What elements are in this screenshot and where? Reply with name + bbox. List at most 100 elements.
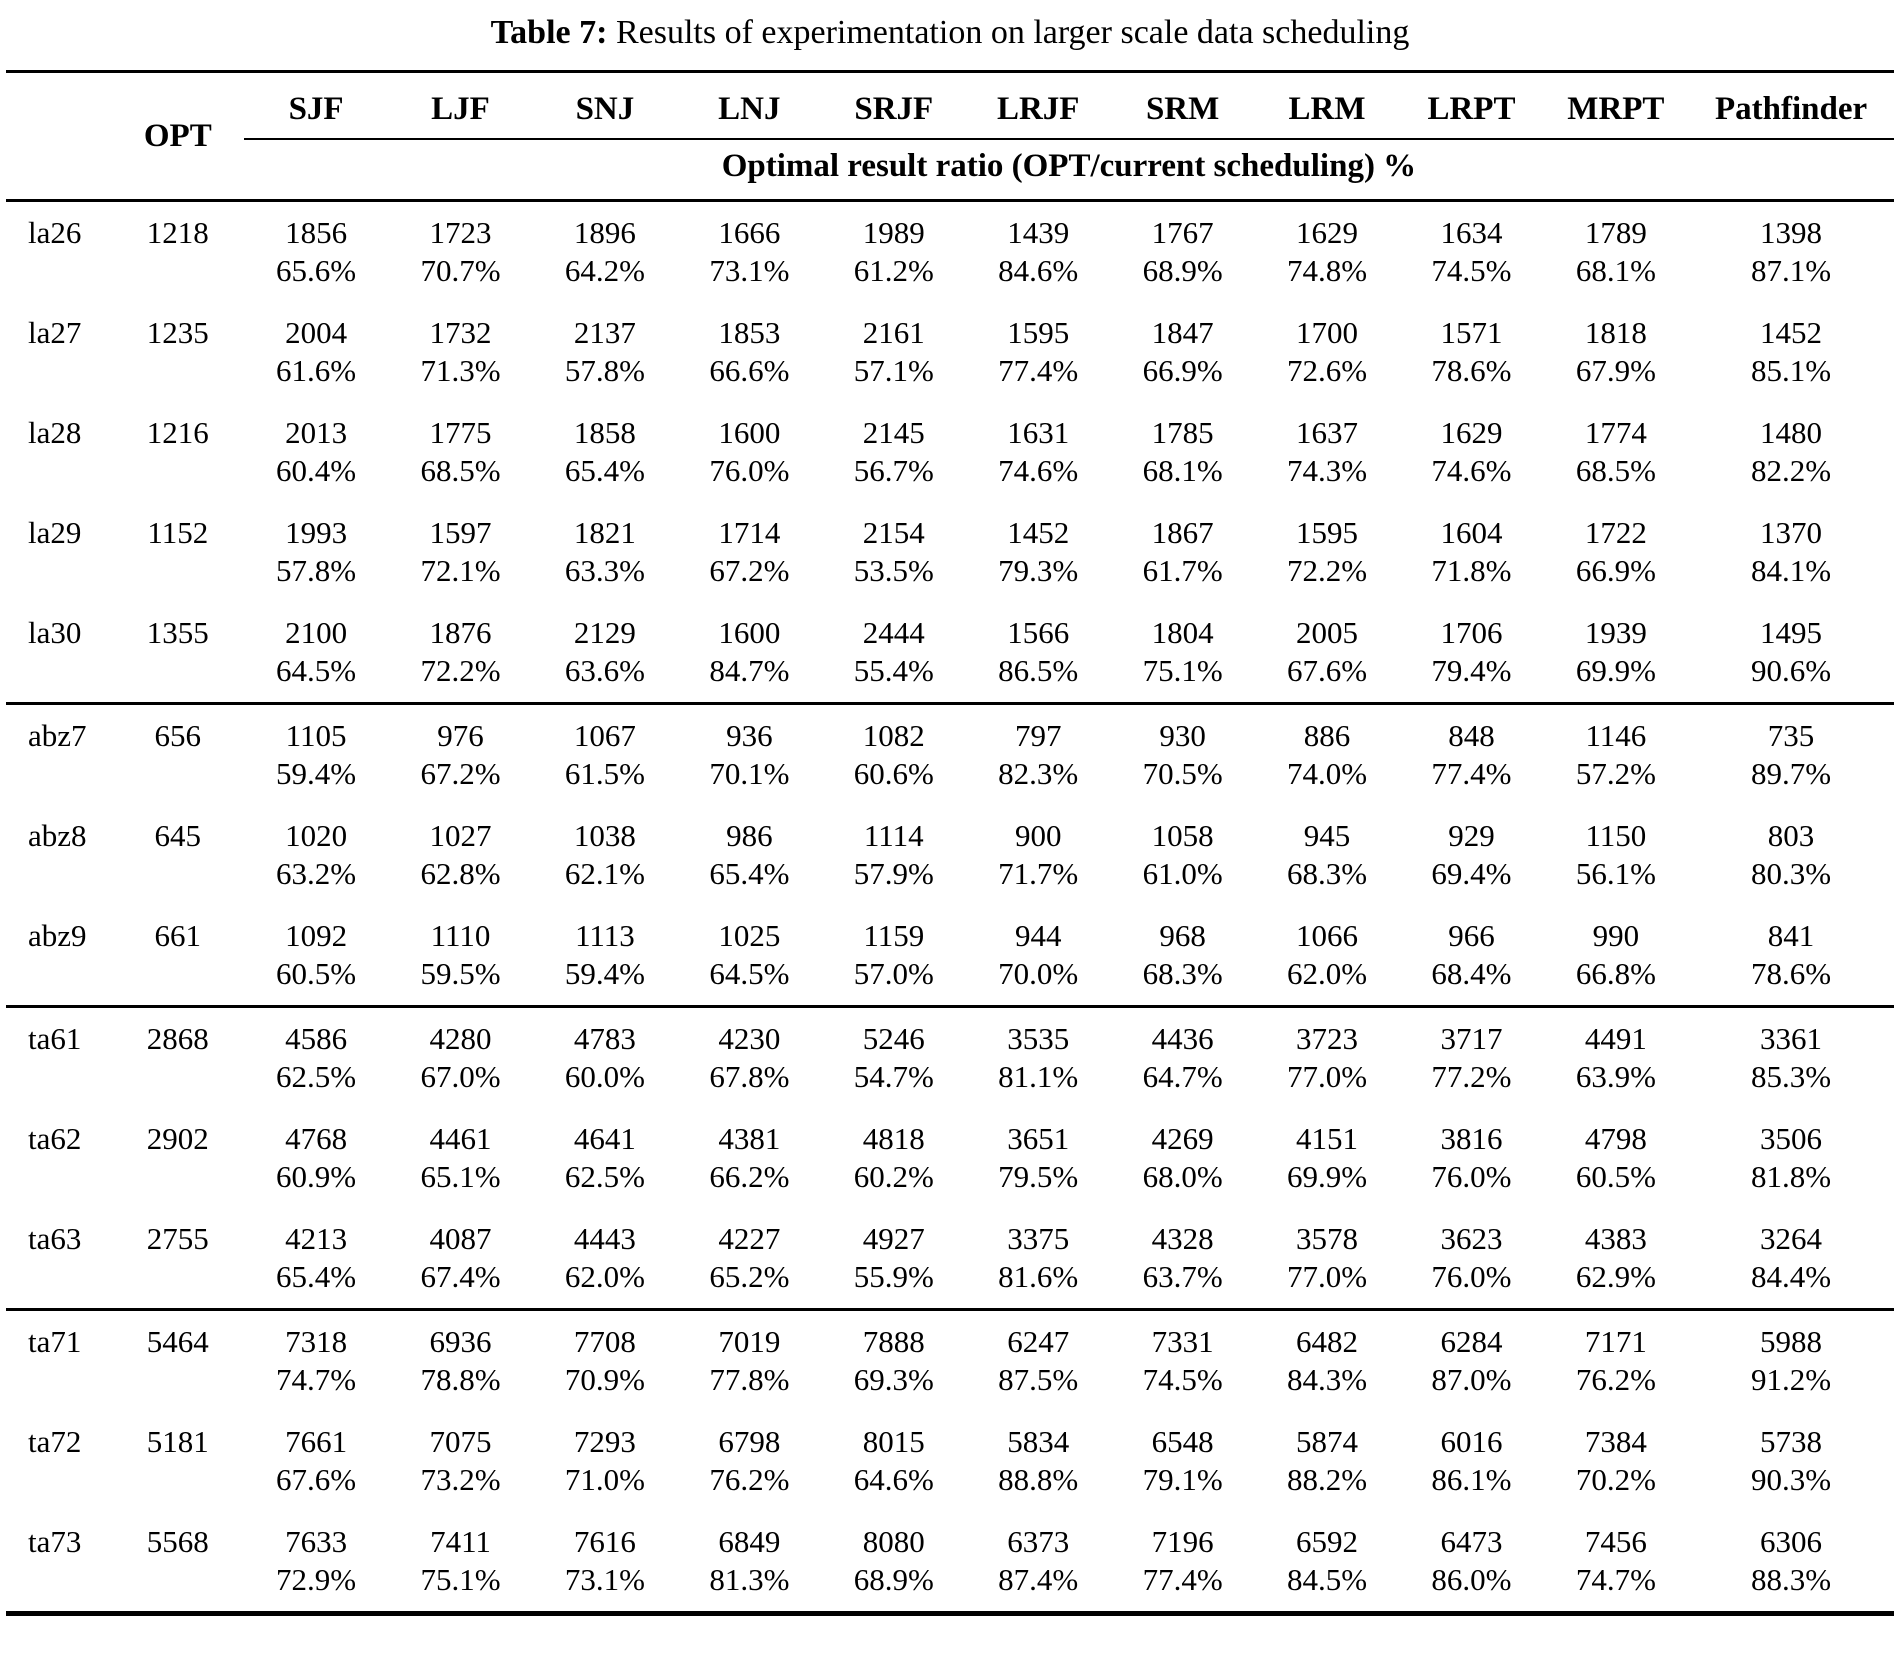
optimal-ratio-value: 86.1% xyxy=(1431,1462,1512,1497)
optimal-ratio-value: 65.6% xyxy=(276,253,357,288)
optimal-ratio-value: 76.2% xyxy=(1575,1362,1656,1397)
schedule-result-value: 1629 xyxy=(1296,215,1359,250)
optimal-ratio-value: 79.1% xyxy=(1142,1462,1223,1497)
empty-label-cell xyxy=(6,755,112,805)
opt-value: 1235 xyxy=(146,315,209,350)
optimal-ratio-value: 77.8% xyxy=(709,1362,790,1397)
optimal-ratio-value: 57.9% xyxy=(853,856,934,891)
schedule-result-value: 1637 xyxy=(1296,415,1359,450)
schedule-result-value: 1566 xyxy=(1007,615,1070,650)
schedule-result-value: 4798 xyxy=(1584,1121,1647,1156)
empty-label-cell xyxy=(6,1361,112,1411)
optimal-ratio-value: 62.0% xyxy=(564,1259,645,1294)
instance-value-row: ta72 5181 7661 7075 7293 6798 8015 5834 6548 5874… xyxy=(6,1411,1894,1461)
optimal-ratio-value: 66.9% xyxy=(1575,553,1656,588)
schedule-result-value: 1066 xyxy=(1296,918,1359,953)
optimal-ratio-value: 62.1% xyxy=(564,856,645,891)
schedule-result-value: 986 xyxy=(726,818,773,853)
optimal-ratio-value: 61.6% xyxy=(276,353,357,388)
optimal-ratio-value: 74.6% xyxy=(998,453,1079,488)
instance-label: la30 xyxy=(28,615,82,650)
opt-value: 1216 xyxy=(146,415,209,450)
schedule-result-value: 2013 xyxy=(285,415,348,450)
schedule-result-value: 966 xyxy=(1448,918,1495,953)
optimal-ratio-value: 78.8% xyxy=(420,1362,501,1397)
empty-label-cell xyxy=(6,552,112,602)
schedule-result-value: 1027 xyxy=(429,818,492,853)
schedule-result-value: 6798 xyxy=(718,1424,781,1459)
schedule-result-value: 1896 xyxy=(573,215,636,250)
schedule-result-value: 1092 xyxy=(285,918,348,953)
schedule-result-value: 976 xyxy=(388,702,533,755)
optimal-ratio-value: 74.0% xyxy=(1287,756,1368,791)
instance-value-row: la28 1216 2013 1775 1858 1600 2145 1631 1785 1637… xyxy=(6,402,1894,452)
optimal-ratio-value: 85.3% xyxy=(1751,1059,1832,1094)
optimal-ratio-value: 87.1% xyxy=(1751,253,1832,288)
instance-label: ta63 xyxy=(28,1221,82,1256)
schedule-result-value: 1629 xyxy=(1440,415,1503,450)
optimal-ratio-value: 62.5% xyxy=(276,1059,357,1094)
optimal-ratio-value: 57.8% xyxy=(564,353,645,388)
optimal-ratio-value: 56.7% xyxy=(853,453,934,488)
schedule-result-value: 6849 xyxy=(718,1524,781,1559)
optimal-ratio-value: 88.2% xyxy=(1287,1462,1368,1497)
opt-value: 1152 xyxy=(147,515,209,550)
schedule-result-value: 7075 xyxy=(429,1424,492,1459)
schedule-result-value: 6548 xyxy=(1151,1424,1214,1459)
schedule-result-value: 4586 xyxy=(243,1005,389,1058)
schedule-result-value: 4280 xyxy=(388,1005,533,1058)
optimal-ratio-value: 60.4% xyxy=(276,453,357,488)
optimal-ratio-value: 87.4% xyxy=(998,1562,1079,1597)
schedule-result-value: 1604 xyxy=(1440,515,1503,550)
opt-value: 5464 xyxy=(111,1308,244,1361)
schedule-result-value: 1150 xyxy=(1585,818,1647,853)
optimal-ratio-value: 72.6% xyxy=(1287,353,1368,388)
optimal-ratio-value: 69.9% xyxy=(1575,653,1656,688)
instance-ratio-row: 57.8% 72.1% 63.3% 67.2% 53.5% 79.3% 61.7% 72.2%… xyxy=(6,552,1894,602)
optimal-ratio-value: 72.9% xyxy=(276,1562,357,1597)
optimal-ratio-value: 76.0% xyxy=(1431,1259,1512,1294)
optimal-ratio-value: 79.5% xyxy=(998,1159,1079,1194)
schedule-result-value: 7456 xyxy=(1584,1524,1647,1559)
optimal-ratio-value: 60.0% xyxy=(564,1059,645,1094)
schedule-result-value: 735 xyxy=(1688,702,1894,755)
optimal-ratio-value: 70.0% xyxy=(998,956,1079,991)
schedule-result-value: 1876 xyxy=(429,615,492,650)
schedule-result-value: 7661 xyxy=(285,1424,348,1459)
optimal-ratio-value: 74.8% xyxy=(1287,253,1368,288)
optimal-ratio-value: 68.5% xyxy=(420,453,501,488)
schedule-result-value: 1821 xyxy=(573,515,636,550)
schedule-result-value: 1600 xyxy=(718,415,781,450)
optimal-ratio-value: 65.4% xyxy=(564,453,645,488)
instance-label: ta71 xyxy=(6,1308,112,1361)
optimal-ratio-value: 74.7% xyxy=(276,1362,357,1397)
schedule-result-value: 4381 xyxy=(718,1121,781,1156)
instance-label: ta73 xyxy=(28,1524,82,1559)
schedule-result-value: 2145 xyxy=(862,415,925,450)
schedule-result-value: 7318 xyxy=(243,1308,389,1361)
optimal-ratio-value: 65.4% xyxy=(709,856,790,891)
schedule-result-value: 6247 xyxy=(965,1308,1111,1361)
schedule-result-value: 3623 xyxy=(1440,1221,1503,1256)
schedule-result-value: 1867 xyxy=(1151,515,1214,550)
schedule-result-value: 1398 xyxy=(1760,215,1823,250)
instance-value-row: abz9 661 1092 1110 1113 1025 1159 944 968 1066 966… xyxy=(6,905,1894,955)
opt-value: 645 xyxy=(154,818,202,853)
schedule-result-value: 2137 xyxy=(573,315,636,350)
instance-value-row: la29 1152 1993 1597 1821 1714 2154 1452 1867 1595… xyxy=(6,502,1894,552)
instance-label: ta62 xyxy=(28,1121,82,1156)
schedule-result-value: 3264 xyxy=(1760,1221,1823,1256)
schedule-result-value: 1452 xyxy=(1007,515,1070,550)
optimal-ratio-value: 60.5% xyxy=(276,956,357,991)
schedule-result-value: 5246 xyxy=(821,1005,966,1058)
schedule-result-value: 7171 xyxy=(1543,1308,1689,1361)
empty-label-cell xyxy=(6,352,112,402)
instance-label: abz8 xyxy=(28,818,87,853)
optimal-ratio-value: 68.0% xyxy=(1142,1159,1223,1194)
schedule-result-value: 6473 xyxy=(1440,1524,1503,1559)
empty-opt-cell xyxy=(112,652,244,704)
schedule-result-value: 3816 xyxy=(1440,1121,1503,1156)
optimal-ratio-value: 64.7% xyxy=(1142,1059,1223,1094)
empty-label-cell xyxy=(6,1258,112,1310)
optimal-ratio-value: 77.4% xyxy=(998,353,1079,388)
